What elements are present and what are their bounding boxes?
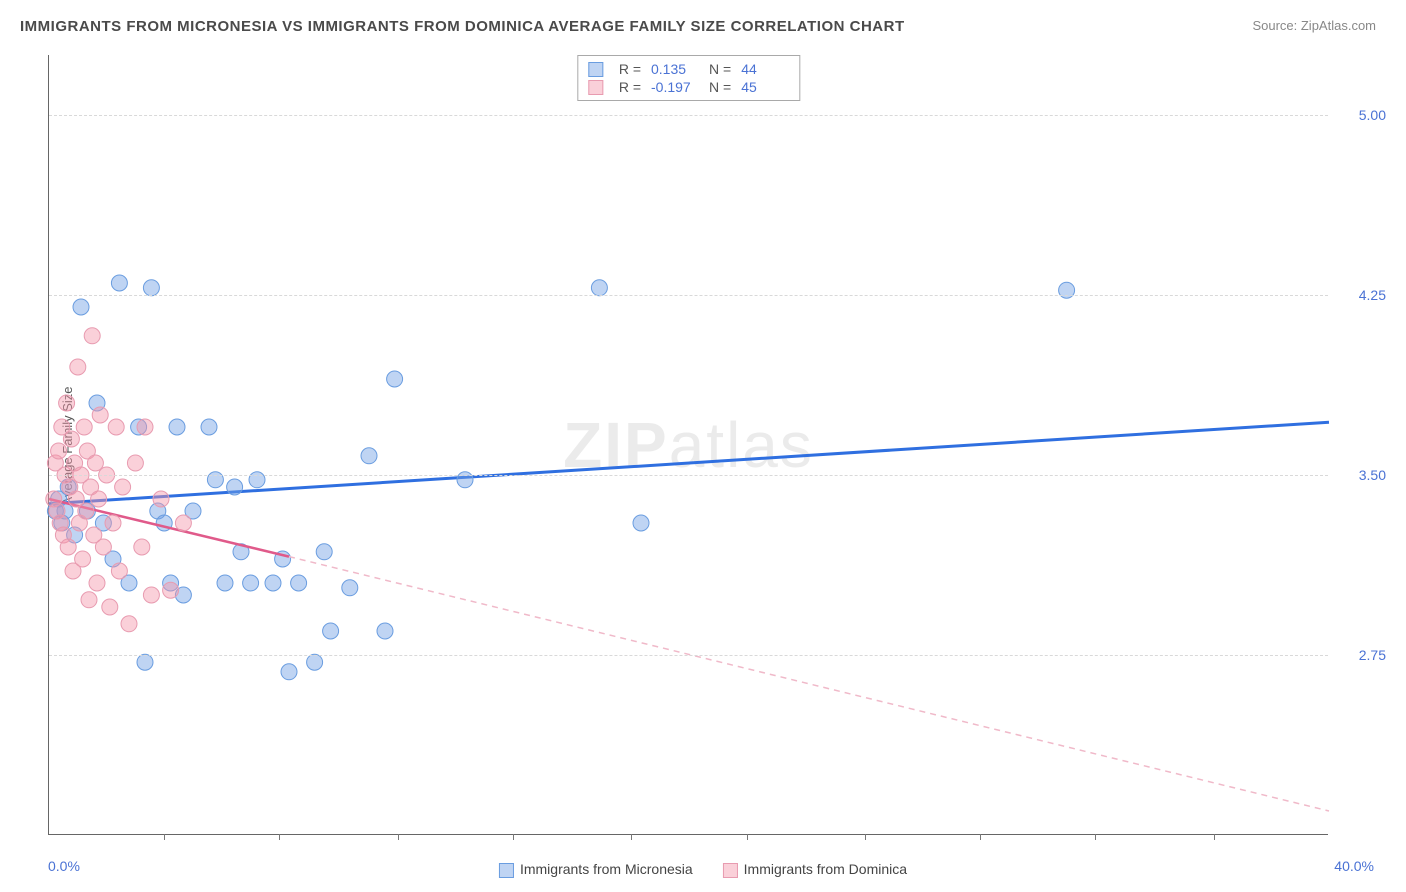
point-dominica (92, 407, 108, 423)
point-dominica (63, 431, 79, 447)
point-micronesia (169, 419, 185, 435)
point-dominica (127, 455, 143, 471)
correlation-legend: R = 0.135 N = 44 R = -0.197 N = 45 (577, 55, 800, 101)
y-tick-label: 2.75 (1341, 647, 1386, 663)
point-micronesia (316, 544, 332, 560)
point-micronesia (201, 419, 217, 435)
n-value: 44 (741, 61, 789, 77)
legend-swatch (588, 80, 603, 95)
point-micronesia (73, 299, 89, 315)
n-label: N = (709, 79, 731, 95)
point-dominica (105, 515, 121, 531)
gridline (49, 655, 1328, 656)
point-dominica (75, 551, 91, 567)
point-micronesia (377, 623, 393, 639)
point-micronesia (323, 623, 339, 639)
point-micronesia (291, 575, 307, 591)
point-micronesia (265, 575, 281, 591)
point-dominica (76, 419, 92, 435)
series-legend-label: Immigrants from Dominica (744, 861, 907, 877)
r-value: -0.197 (651, 79, 699, 95)
gridline (49, 295, 1328, 296)
source-label: Source: ZipAtlas.com (1252, 18, 1376, 33)
r-label: R = (619, 79, 641, 95)
point-dominica (60, 539, 76, 555)
gridline (49, 115, 1328, 116)
point-dominica (89, 575, 105, 591)
legend-swatch (499, 863, 514, 878)
point-dominica (84, 328, 100, 344)
point-micronesia (137, 654, 153, 670)
x-tick (1095, 834, 1096, 840)
x-axis-min-label: 0.0% (48, 858, 80, 874)
r-value: 0.135 (651, 61, 699, 77)
x-tick (1214, 834, 1215, 840)
point-dominica (78, 503, 94, 519)
point-micronesia (217, 575, 233, 591)
point-dominica (153, 491, 169, 507)
y-tick-label: 5.00 (1341, 107, 1386, 123)
point-micronesia (143, 280, 159, 296)
point-dominica (108, 419, 124, 435)
x-tick (980, 834, 981, 840)
point-micronesia (387, 371, 403, 387)
x-tick (631, 834, 632, 840)
plot-area: ZIPatlas R =0.135N =44R =-0.197N =45 2.7… (48, 55, 1328, 835)
point-micronesia (307, 654, 323, 670)
point-dominica (59, 395, 75, 411)
point-dominica (102, 599, 118, 615)
point-dominica (143, 587, 159, 603)
point-dominica (115, 479, 131, 495)
point-micronesia (227, 479, 243, 495)
correlation-legend-row: R = -0.197 N = 45 (588, 78, 789, 96)
point-dominica (111, 563, 127, 579)
series-legend-label: Immigrants from Micronesia (520, 861, 693, 877)
point-dominica (134, 539, 150, 555)
point-dominica (87, 455, 103, 471)
point-dominica (91, 491, 107, 507)
point-micronesia (361, 448, 377, 464)
point-micronesia (342, 580, 358, 596)
point-dominica (95, 539, 111, 555)
r-label: R = (619, 61, 641, 77)
point-dominica (163, 582, 179, 598)
point-dominica (137, 419, 153, 435)
y-tick-label: 4.25 (1341, 287, 1386, 303)
y-tick-label: 3.50 (1341, 467, 1386, 483)
x-tick (164, 834, 165, 840)
point-dominica (81, 592, 97, 608)
point-micronesia (633, 515, 649, 531)
point-dominica (121, 616, 137, 632)
point-dominica (70, 359, 86, 375)
legend-swatch (588, 62, 603, 77)
x-tick (747, 834, 748, 840)
chart-title: IMMIGRANTS FROM MICRONESIA VS IMMIGRANTS… (20, 18, 905, 35)
plot-svg (49, 55, 1328, 834)
point-dominica (51, 443, 67, 459)
series-legend: Immigrants from Micronesia Immigrants fro… (499, 861, 907, 878)
series-legend-item: Immigrants from Dominica (723, 861, 907, 878)
x-tick (279, 834, 280, 840)
trendline-dominica-dash (289, 557, 1329, 811)
point-dominica (175, 515, 191, 531)
x-axis-max-label: 40.0% (1334, 858, 1374, 874)
gridline (49, 475, 1328, 476)
legend-swatch (723, 863, 738, 878)
correlation-legend-row: R = 0.135 N = 44 (588, 60, 789, 78)
x-tick (398, 834, 399, 840)
x-tick (513, 834, 514, 840)
point-micronesia (111, 275, 127, 291)
n-label: N = (709, 61, 731, 77)
point-micronesia (243, 575, 259, 591)
point-micronesia (591, 280, 607, 296)
n-value: 45 (741, 79, 789, 95)
x-tick (865, 834, 866, 840)
series-legend-item: Immigrants from Micronesia (499, 861, 693, 878)
point-micronesia (281, 664, 297, 680)
